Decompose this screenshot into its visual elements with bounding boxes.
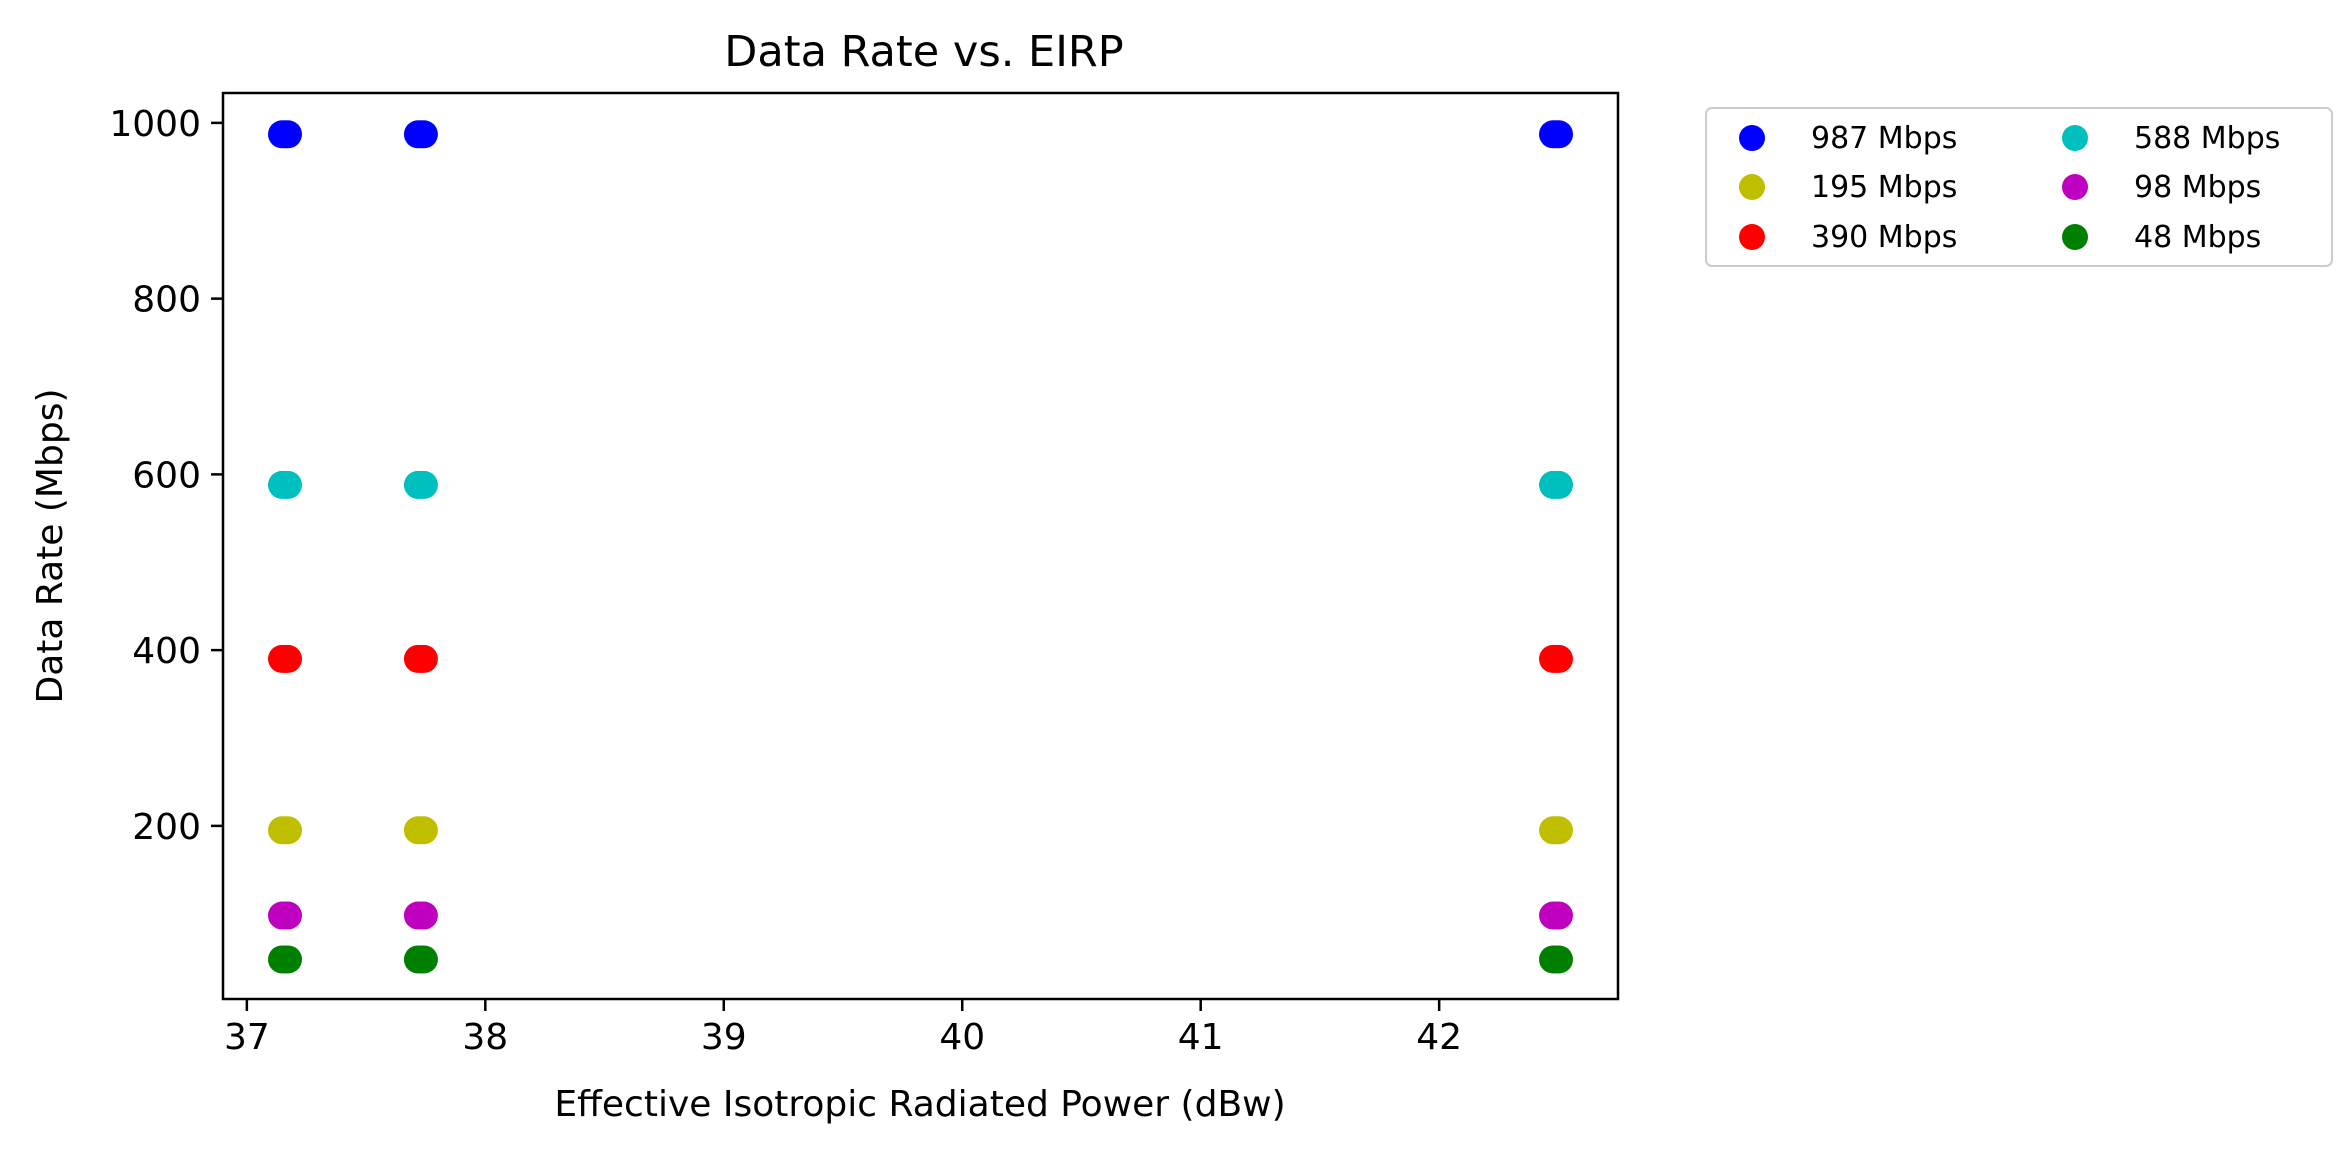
data-points: [268, 120, 1573, 974]
legend-item: 195 Mbps: [1739, 170, 1957, 205]
legend-label: 195 Mbps: [1811, 170, 1957, 205]
y-tick-label: 800: [132, 280, 201, 321]
y-axis-title: Data Rate (Mbps): [30, 389, 71, 704]
legend-marker: [1739, 174, 1765, 200]
axis-ticks: 37 38 39 40 41 42 200 400 600 800 1000: [109, 104, 1462, 1058]
data-point-195-mbps: [274, 816, 302, 845]
y-tick-label: 200: [132, 807, 201, 848]
legend-item: 390 Mbps: [1739, 220, 1957, 255]
x-axis-title: Effective Isotropic Radiated Power (dBw): [554, 1084, 1285, 1125]
legend-label: 390 Mbps: [1811, 220, 1957, 255]
x-tick-label: 41: [1178, 1017, 1224, 1058]
x-tick-label: 38: [462, 1017, 508, 1058]
legend-frame: [1705, 107, 2333, 267]
legend-label: 588 Mbps: [2134, 121, 2280, 156]
legend-marker: [2062, 174, 2088, 200]
legend-label: 48 Mbps: [2134, 220, 2261, 255]
data-point-48-mbps: [274, 945, 302, 974]
data-point-98-mbps: [274, 901, 302, 930]
legend-marker: [2062, 125, 2088, 151]
data-point-390-mbps: [1545, 644, 1573, 673]
x-tick-label: 37: [224, 1017, 270, 1058]
data-point-588-mbps: [1545, 470, 1573, 499]
legend-label: 98 Mbps: [2134, 170, 2261, 205]
data-point-195-mbps: [409, 816, 438, 845]
data-point-987-mbps: [1545, 120, 1573, 149]
data-point-48-mbps: [1545, 945, 1573, 974]
legend-label: 987 Mbps: [1811, 121, 1957, 156]
chart-title: Data Rate vs. EIRP: [724, 27, 1123, 77]
legend-marker: [1739, 125, 1765, 151]
x-tick-label: 42: [1416, 1017, 1462, 1058]
legend-marker: [2062, 224, 2088, 250]
legend-item: 98 Mbps: [2062, 170, 2261, 205]
data-point-588-mbps: [274, 470, 302, 499]
plot-area-frame: [221, 91, 1620, 1001]
data-point-390-mbps: [274, 644, 302, 673]
data-point-98-mbps: [1545, 901, 1573, 930]
data-point-195-mbps: [1545, 816, 1573, 845]
y-tick-label: 400: [132, 631, 201, 672]
legend: 987 Mbps 588 Mbps 195 Mbps 98 Mbps 390 Mbps 4…: [1705, 107, 2333, 267]
x-tick-label: 39: [701, 1017, 747, 1058]
legend-item: 588 Mbps: [2062, 121, 2280, 156]
y-tick-label: 1000: [109, 104, 201, 145]
data-point-588-mbps: [409, 470, 438, 499]
data-point-987-mbps: [409, 120, 438, 149]
legend-item: 987 Mbps: [1739, 121, 1957, 156]
legend-marker: [1739, 224, 1765, 250]
data-point-98-mbps: [409, 901, 438, 930]
data-point-48-mbps: [409, 945, 438, 974]
data-point-987-mbps: [274, 120, 302, 149]
x-tick-label: 40: [939, 1017, 985, 1058]
data-point-390-mbps: [409, 644, 438, 673]
y-tick-label: 600: [132, 455, 201, 496]
legend-item: 48 Mbps: [2062, 220, 2261, 255]
